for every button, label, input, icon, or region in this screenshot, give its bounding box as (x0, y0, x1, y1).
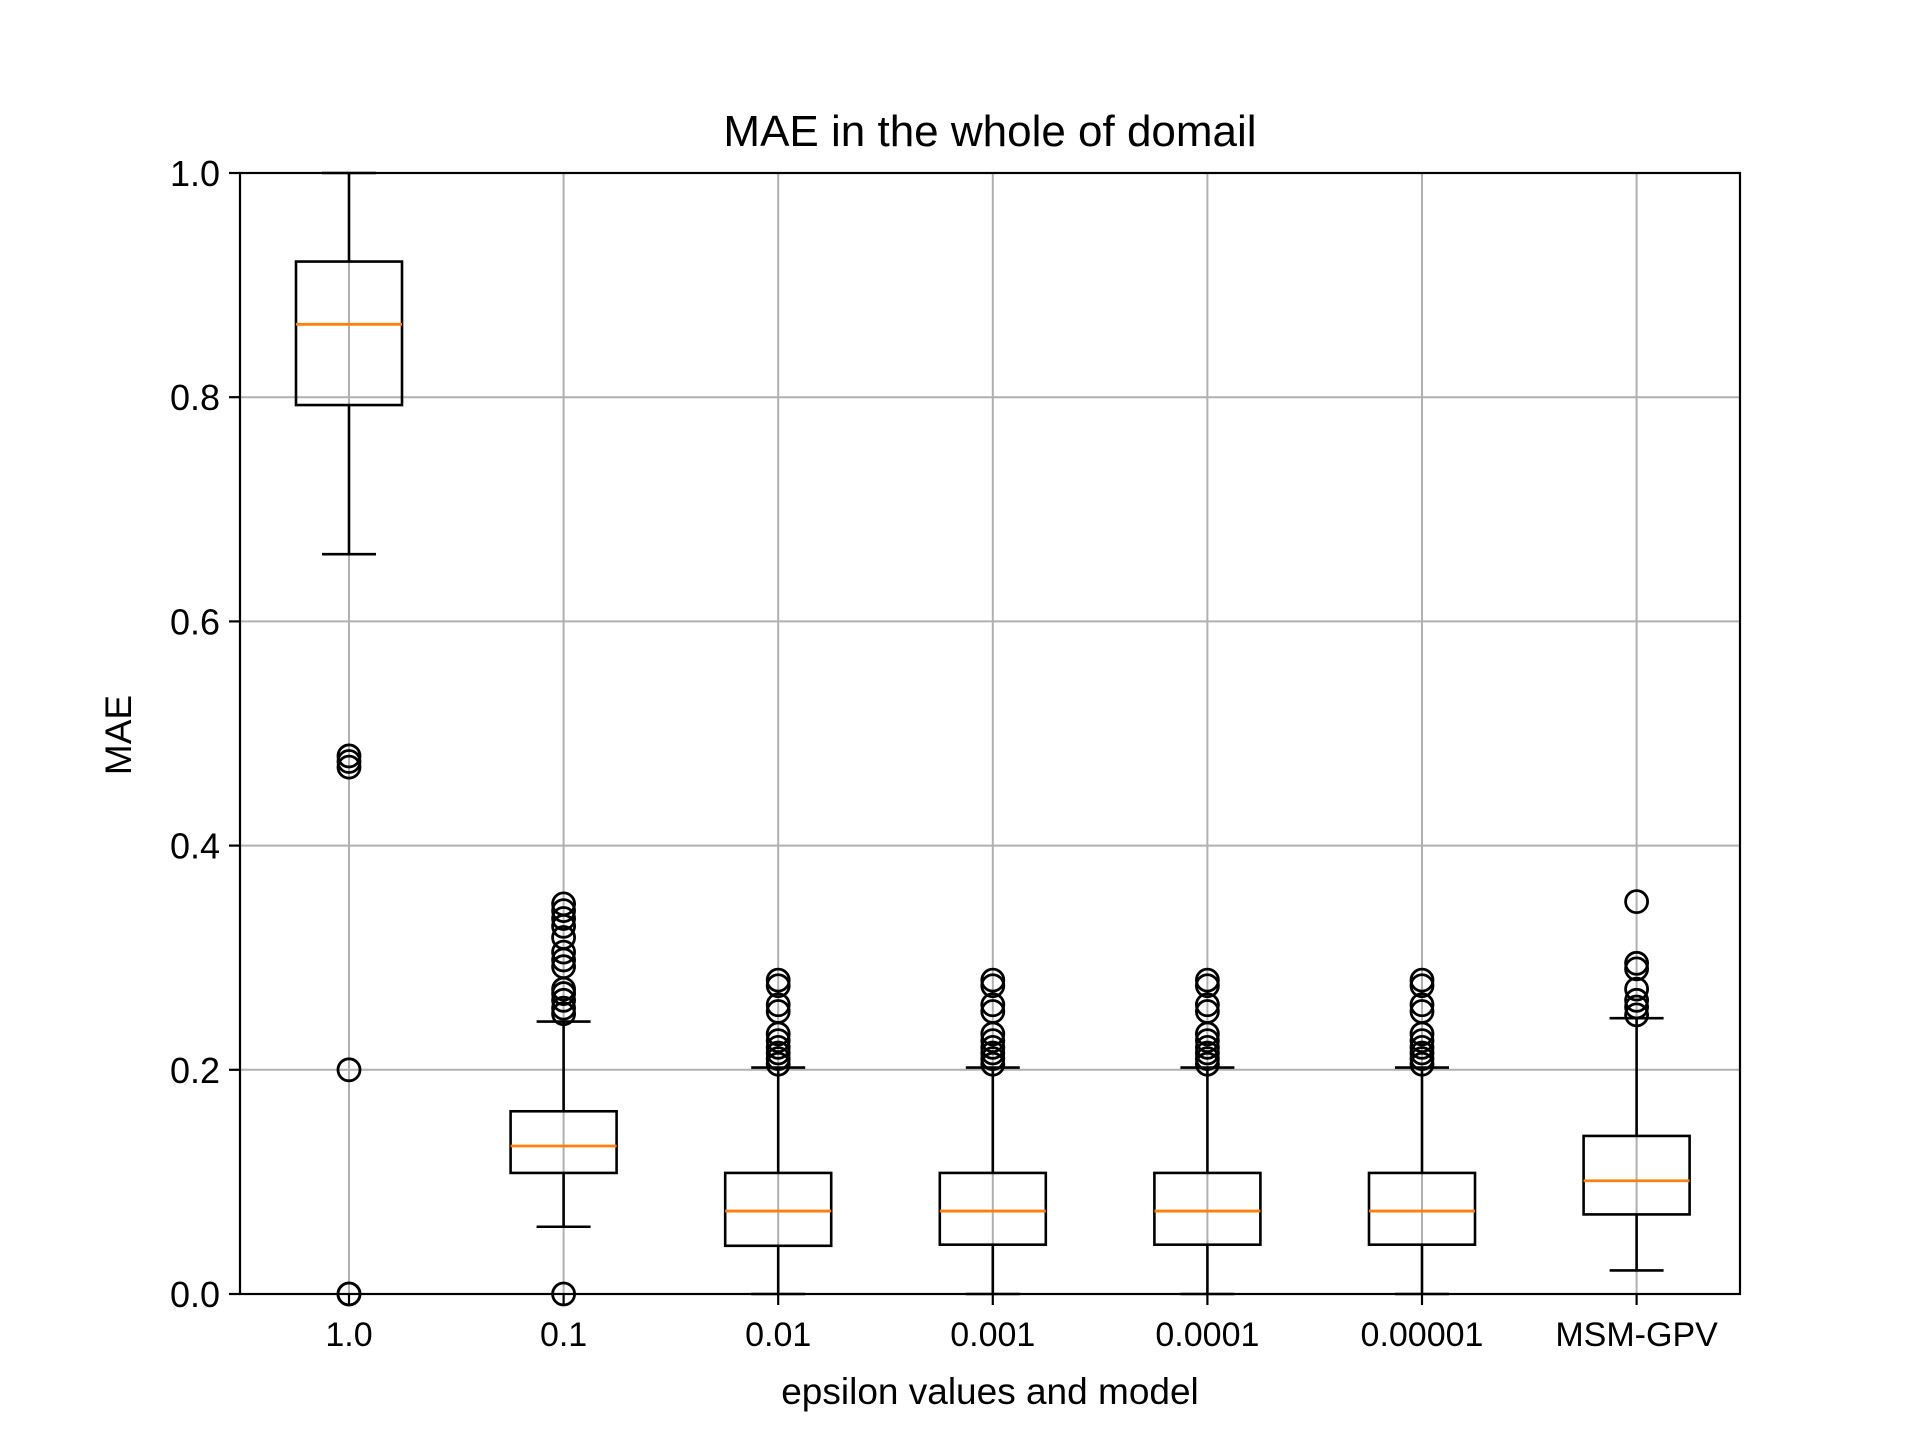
y-tick-label: 0.4 (170, 826, 220, 867)
outlier-point (1195, 999, 1220, 1024)
outlier-point (980, 999, 1006, 1024)
iqr-box (509, 1109, 618, 1175)
outlier-point (765, 967, 791, 993)
outlier-point (551, 987, 576, 1013)
iqr-box (1153, 1171, 1262, 1246)
outlier-point (551, 939, 576, 965)
plot-frame (238, 171, 1742, 1296)
outlier-point (1195, 967, 1220, 993)
outlier-point (551, 954, 576, 980)
box-group (723, 967, 833, 1296)
outlier-point (551, 898, 576, 924)
iqr-box (1367, 1171, 1477, 1246)
x-tick-label: 0.01 (745, 1316, 811, 1354)
x-axis-label: epsilon values and model (781, 1371, 1199, 1412)
chart-title: MAE in the whole of domail (723, 107, 1256, 156)
outlier-point (765, 1034, 791, 1060)
outlier-point (1624, 889, 1649, 915)
x-tick-label: MSM-GPV (1555, 1316, 1718, 1354)
outlier-point (1195, 1028, 1220, 1054)
outlier-point (980, 992, 1006, 1018)
box-group (1153, 967, 1262, 1296)
outlier-point (765, 1028, 791, 1054)
x-axis-ticks: 1.0 0.1 0.01 0.001 0.0001 0.00001 MSM-GPV (325, 1294, 1718, 1354)
x-tick-label: 0.1 (540, 1316, 587, 1354)
outlier-point (551, 995, 576, 1021)
x-tick-label: 1.0 (325, 1316, 372, 1354)
y-tick-label: 0.0 (170, 1274, 220, 1315)
x-tick-label: 0.001 (950, 1316, 1035, 1354)
outlier-point (980, 1028, 1006, 1054)
y-tick-label: 0.8 (170, 377, 220, 418)
outlier-point (1195, 1034, 1220, 1060)
outlier-point (1624, 976, 1649, 1002)
outlier-point (1624, 994, 1649, 1020)
x-tick-label: 0.00001 (1361, 1316, 1484, 1354)
box-group (1367, 967, 1477, 1296)
outlier-point (1409, 999, 1435, 1024)
outlier-point (1624, 987, 1649, 1013)
y-tick-label: 0.2 (170, 1050, 220, 1091)
outlier-point (551, 925, 576, 950)
iqr-box (938, 1171, 1048, 1246)
outlier-point (551, 906, 576, 931)
outlier-point (1624, 1002, 1649, 1028)
outlier-point (336, 743, 362, 769)
outlier-point (1409, 992, 1435, 1018)
outlier-point (1624, 950, 1649, 976)
box-group (1582, 889, 1691, 1272)
outlier-point (1409, 1034, 1435, 1060)
y-axis-label: MAE (98, 695, 139, 775)
iqr-box (1582, 1134, 1691, 1216)
y-tick-label: 1.0 (170, 153, 220, 194)
outlier-point (980, 967, 1006, 993)
outlier-point (1409, 967, 1435, 993)
iqr-box (723, 1171, 833, 1248)
y-axis-ticks: 0.0 0.2 0.4 0.6 0.8 1.0 (170, 153, 240, 1315)
outlier-point (336, 1057, 362, 1083)
outlier-point (551, 891, 576, 917)
outlier-point (765, 999, 791, 1024)
outlier-point (1409, 1028, 1435, 1054)
iqr-box (294, 260, 404, 407)
outlier-point (1195, 992, 1220, 1018)
outlier-point (765, 992, 791, 1018)
box-group (509, 891, 618, 1307)
y-tick-label: 0.6 (170, 601, 220, 642)
outlier-point (980, 1034, 1006, 1060)
x-tick-label: 0.0001 (1155, 1316, 1259, 1354)
